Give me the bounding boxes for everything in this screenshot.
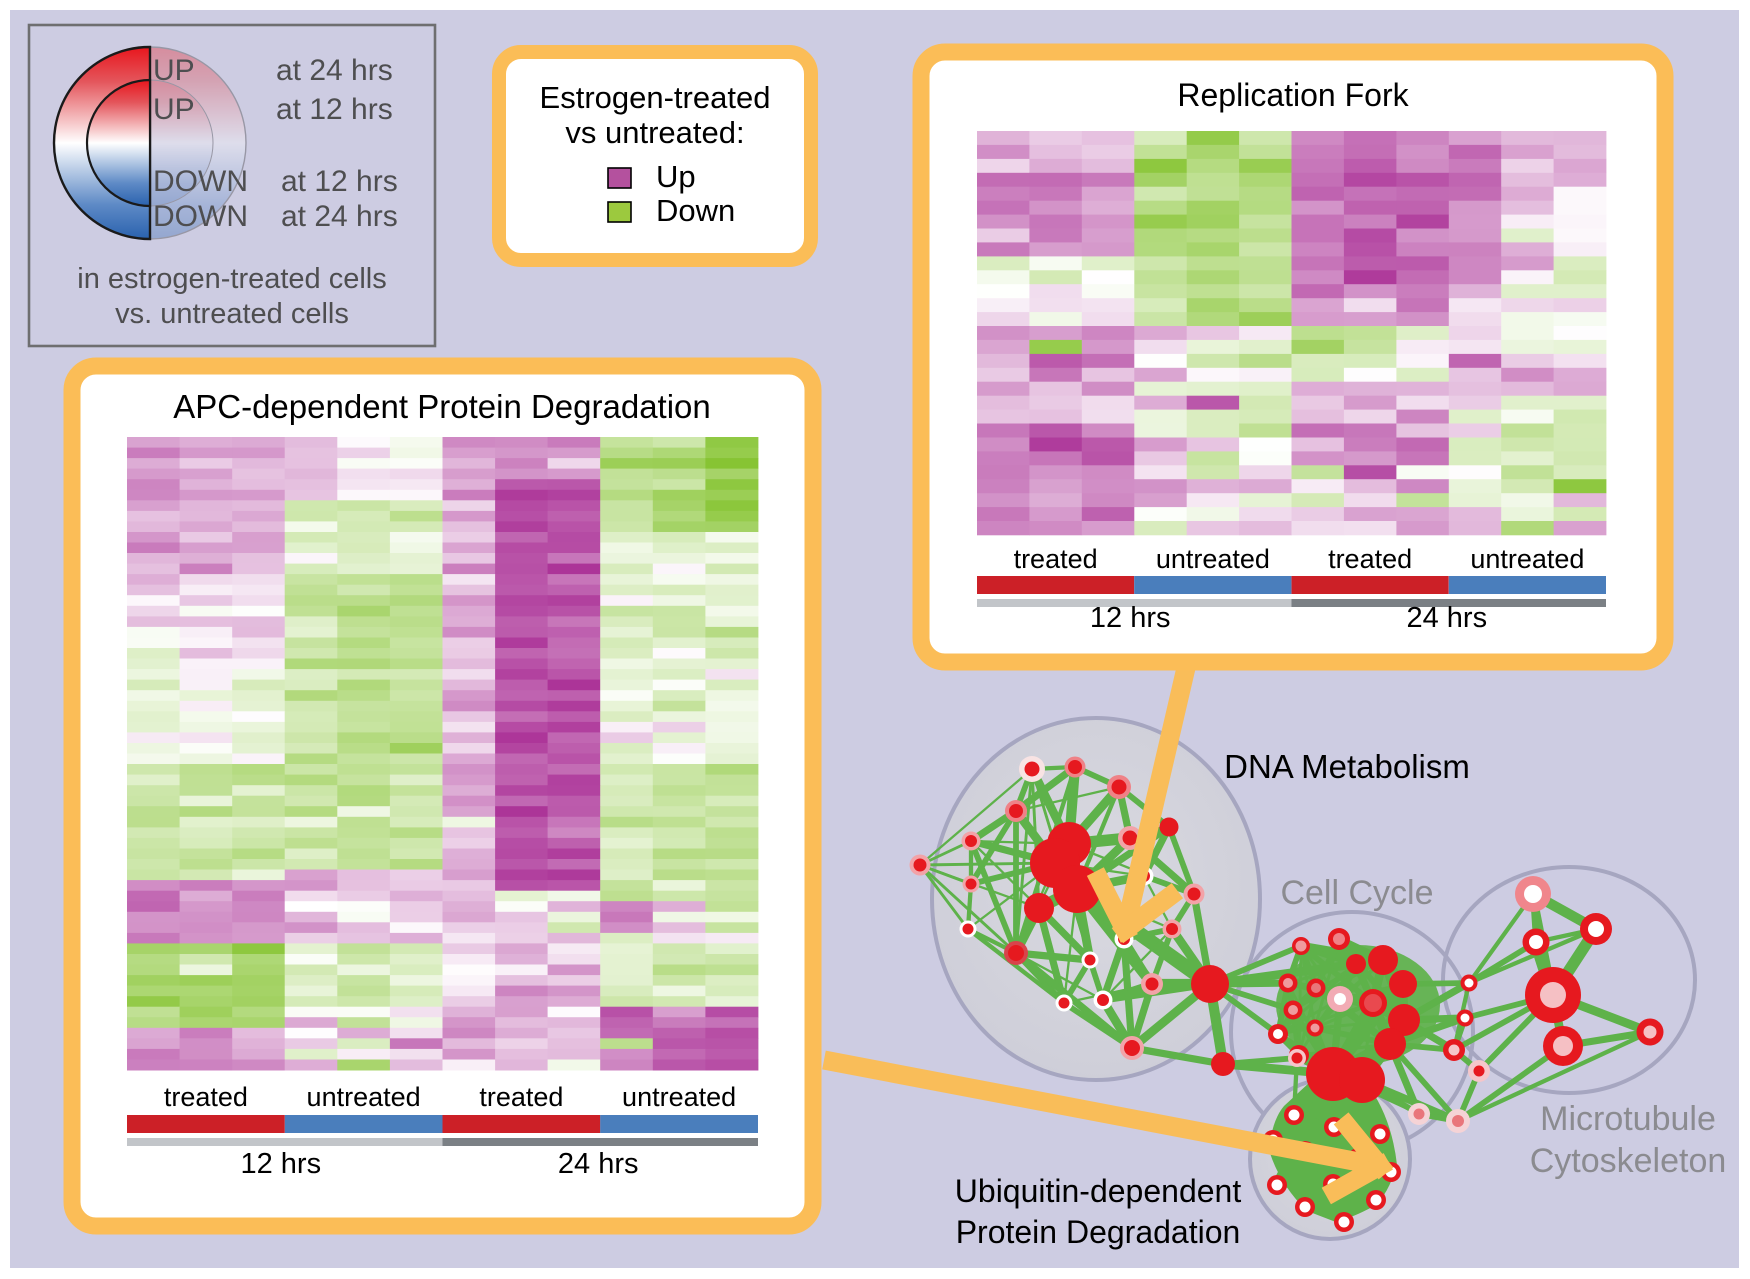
svg-text:DOWN: DOWN <box>153 165 248 198</box>
svg-text:treated: treated <box>479 1082 563 1112</box>
svg-text:24 hrs: 24 hrs <box>1406 602 1487 634</box>
svg-text:12 hrs: 12 hrs <box>240 1148 321 1180</box>
svg-text:DOWN: DOWN <box>153 200 248 233</box>
svg-text:Up: Up <box>656 159 696 194</box>
svg-text:treated: treated <box>1328 544 1412 574</box>
svg-text:APC-dependent Protein Degradat: APC-dependent Protein Degradation <box>173 388 711 425</box>
svg-text:Down: Down <box>656 193 735 228</box>
svg-text:Protein Degradation: Protein Degradation <box>956 1214 1241 1250</box>
svg-text:DNA Metabolism: DNA Metabolism <box>1224 748 1470 785</box>
svg-text:UP: UP <box>153 93 195 126</box>
svg-text:at 12 hrs: at 12 hrs <box>281 165 398 198</box>
svg-text:untreated: untreated <box>1156 544 1270 574</box>
svg-text:vs. untreated cells: vs. untreated cells <box>115 298 349 330</box>
svg-text:at 24 hrs: at 24 hrs <box>281 200 398 233</box>
svg-text:at 24 hrs: at 24 hrs <box>276 54 393 87</box>
svg-text:Estrogen-treated: Estrogen-treated <box>540 80 771 115</box>
svg-text:12 hrs: 12 hrs <box>1090 602 1171 634</box>
svg-text:vs untreated:: vs untreated: <box>565 115 744 150</box>
svg-text:Microtubule: Microtubule <box>1540 1100 1716 1138</box>
svg-text:24 hrs: 24 hrs <box>558 1148 639 1180</box>
svg-text:treated: treated <box>1014 544 1098 574</box>
svg-text:Cell Cycle: Cell Cycle <box>1280 874 1433 912</box>
svg-text:at 12 hrs: at 12 hrs <box>276 93 393 126</box>
svg-text:in estrogen-treated cells: in estrogen-treated cells <box>77 263 387 295</box>
svg-text:Cytoskeleton: Cytoskeleton <box>1530 1142 1727 1180</box>
svg-text:untreated: untreated <box>307 1082 421 1112</box>
svg-text:untreated: untreated <box>622 1082 736 1112</box>
svg-text:untreated: untreated <box>1470 544 1584 574</box>
svg-text:treated: treated <box>164 1082 248 1112</box>
svg-text:Ubiquitin-dependent: Ubiquitin-dependent <box>955 1173 1242 1209</box>
svg-text:Replication Fork: Replication Fork <box>1177 77 1409 113</box>
svg-text:UP: UP <box>153 54 195 87</box>
